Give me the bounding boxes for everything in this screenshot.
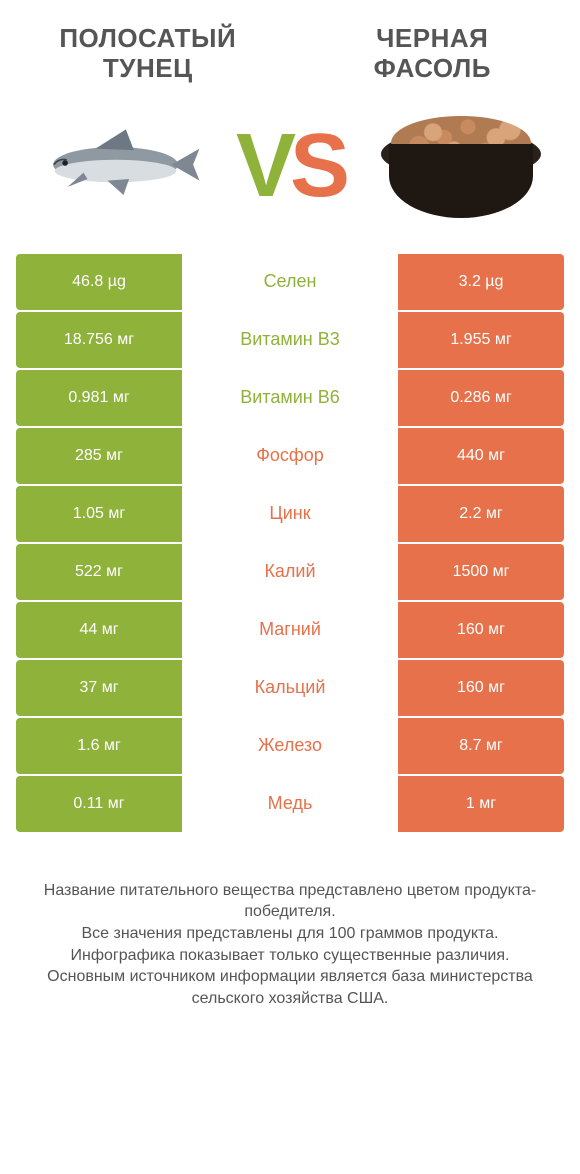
table-row: 18.756 мгВитамин B31.955 мг [16,312,564,368]
right-value: 160 мг [398,602,564,658]
vs-letter-v: V [236,116,290,216]
nutrient-name: Фосфор [182,428,398,484]
table-row: 37 мгКальций160 мг [16,660,564,716]
right-image [376,106,546,226]
right-value: 0.286 мг [398,370,564,426]
left-value: 46.8 µg [16,254,182,310]
left-value: 1.6 мг [16,718,182,774]
footer-line: Основным источником информации является … [36,966,544,1009]
beans-bowl-icon [381,106,541,226]
right-value: 1.955 мг [398,312,564,368]
nutrient-table: 46.8 µgСелен3.2 µg18.756 мгВитамин B31.9… [16,254,564,832]
table-row: 0.981 мгВитамин B60.286 мг [16,370,564,426]
left-value: 285 мг [16,428,182,484]
comparison-infographic: ПОЛОСАТЫЙ ТУНЕЦ ЧЕРНАЯ ФАСОЛЬ VS [0,0,580,1174]
right-value: 1 мг [398,776,564,832]
footer-line: Все значения представлены для 100 граммо… [36,923,544,945]
vs-letter-s: S [290,116,344,216]
left-value: 0.981 мг [16,370,182,426]
right-value: 8.7 мг [398,718,564,774]
hero-row: VS [16,94,564,254]
table-row: 1.6 мгЖелезо8.7 мг [16,718,564,774]
right-title: ЧЕРНАЯ ФАСОЛЬ [320,24,544,84]
left-value: 522 мг [16,544,182,600]
left-value: 44 мг [16,602,182,658]
left-value: 0.11 мг [16,776,182,832]
footer-line: Инфографика показывает только существенн… [36,945,544,967]
vs-label: VS [236,121,344,211]
left-value: 1.05 мг [16,486,182,542]
right-value: 440 мг [398,428,564,484]
nutrient-name: Калий [182,544,398,600]
table-row: 522 мгКалий1500 мг [16,544,564,600]
left-value: 18.756 мг [16,312,182,368]
table-row: 1.05 мгЦинк2.2 мг [16,486,564,542]
nutrient-name: Витамин B6 [182,370,398,426]
nutrient-name: Кальций [182,660,398,716]
nutrient-name: Железо [182,718,398,774]
right-value: 2.2 мг [398,486,564,542]
nutrient-name: Цинк [182,486,398,542]
table-row: 0.11 мгМедь1 мг [16,776,564,832]
titles-row: ПОЛОСАТЫЙ ТУНЕЦ ЧЕРНАЯ ФАСОЛЬ [16,24,564,94]
right-value: 3.2 µg [398,254,564,310]
left-image [34,123,204,208]
nutrient-name: Витамин B3 [182,312,398,368]
left-title: ПОЛОСАТЫЙ ТУНЕЦ [36,24,260,84]
right-value: 160 мг [398,660,564,716]
footer-notes: Название питательного вещества представл… [16,880,564,1010]
table-row: 46.8 µgСелен3.2 µg [16,254,564,310]
footer-line: Название питательного вещества представл… [36,880,544,923]
right-value: 1500 мг [398,544,564,600]
nutrient-name: Медь [182,776,398,832]
nutrient-name: Селен [182,254,398,310]
left-value: 37 мг [16,660,182,716]
table-row: 44 мгМагний160 мг [16,602,564,658]
tuna-icon [37,123,202,208]
table-row: 285 мгФосфор440 мг [16,428,564,484]
nutrient-name: Магний [182,602,398,658]
